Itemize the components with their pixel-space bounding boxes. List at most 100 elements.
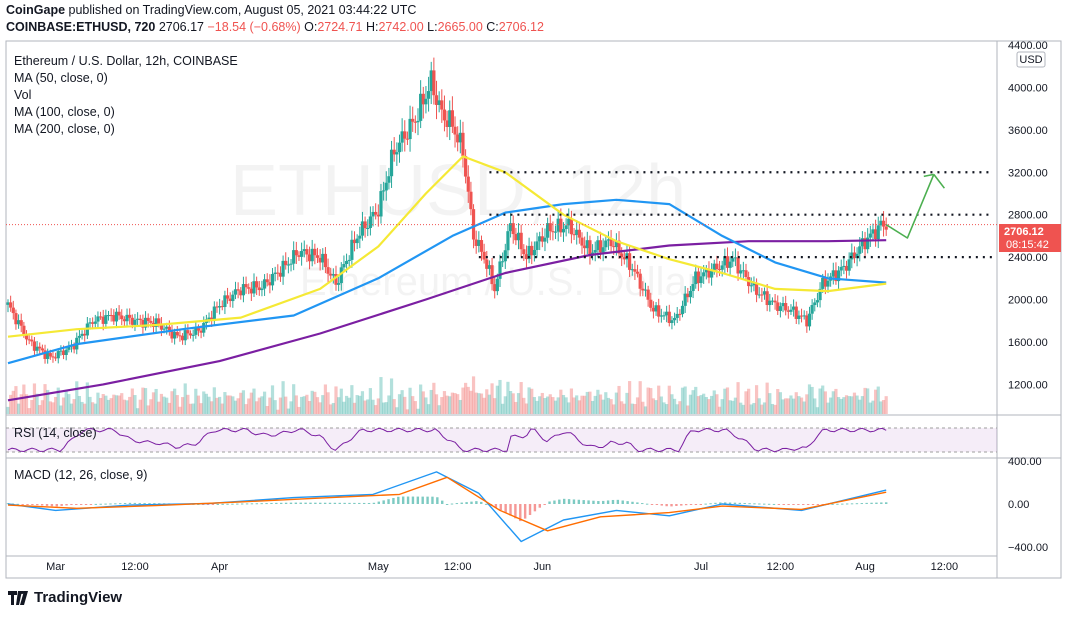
- candle-body: [612, 246, 616, 248]
- macd-histogram-bar: [475, 501, 478, 504]
- ohlc-low: 2665.00: [437, 20, 483, 34]
- volume-bar: [138, 399, 142, 414]
- volume-bar: [556, 397, 560, 414]
- candle-body: [265, 279, 269, 283]
- time-axis-ticks[interactable]: Mar 12:00 Apr May 12:00 Jun Jul 12:00 Aug 12:00: [46, 561, 958, 573]
- volume-bar: [395, 407, 399, 414]
- candle-body: [672, 317, 677, 321]
- candle-body: [51, 356, 55, 358]
- candle-body: [292, 250, 296, 264]
- macd-histogram-bar: [153, 503, 156, 505]
- macd-histogram-bar: [460, 502, 463, 504]
- macd-histogram-bar: [416, 496, 420, 504]
- volume-bar: [149, 399, 153, 414]
- candle-body: [305, 249, 309, 255]
- volume-bar: [450, 392, 454, 414]
- candle-body: [699, 276, 703, 284]
- volume-bar: [487, 394, 492, 414]
- rsi-label[interactable]: RSI (14, close): [14, 426, 97, 440]
- volume-bar: [683, 386, 687, 414]
- candle-body: [646, 289, 650, 300]
- macd-histogram-bar: [870, 502, 873, 504]
- volume-bar: [662, 402, 666, 414]
- legend-ma100[interactable]: MA (100, close, 0): [14, 105, 115, 119]
- volume-bar: [19, 394, 23, 414]
- volume-bar: [625, 392, 629, 414]
- candle-body: [842, 265, 846, 267]
- volume-bar: [294, 395, 298, 414]
- volume-bar: [850, 396, 854, 414]
- volume-bar: [411, 396, 415, 414]
- candle-body: [125, 314, 129, 322]
- volume-bar: [173, 388, 177, 414]
- macd-histogram-bar: [411, 496, 415, 504]
- volume-bar: [871, 400, 875, 414]
- candle-body: [850, 252, 854, 260]
- macd-histogram-bar: [358, 502, 361, 504]
- candle-body: [776, 302, 780, 311]
- candle-body: [717, 269, 722, 271]
- macd-histogram-bar: [816, 504, 820, 505]
- volume-bar: [575, 395, 579, 414]
- candle-body: [641, 288, 645, 291]
- volume-bar: [27, 408, 31, 414]
- publisher-name[interactable]: CoinGape: [6, 3, 66, 17]
- legend-volume[interactable]: Vol: [14, 88, 31, 102]
- candle-body: [540, 236, 544, 242]
- volume-bar: [768, 393, 772, 414]
- legend-ma200[interactable]: MA (200, close, 0): [14, 122, 115, 136]
- candle-body: [371, 211, 375, 217]
- volume-bar: [540, 392, 544, 414]
- candle-body: [707, 269, 711, 278]
- volume-bar: [657, 385, 661, 414]
- candle-body: [657, 305, 661, 317]
- macd-histogram-bar: [260, 503, 263, 505]
- candle-body: [352, 239, 357, 244]
- volume-bar: [590, 400, 595, 414]
- footer-brand[interactable]: TradingView: [8, 589, 122, 606]
- volume-bar: [844, 395, 849, 414]
- volume-bar: [344, 395, 349, 414]
- candle-body: [628, 253, 632, 270]
- volume-bar: [342, 401, 346, 414]
- volume-bar: [347, 397, 351, 414]
- volume-bar: [350, 385, 354, 414]
- macd-histogram-bar: [562, 498, 566, 504]
- volume-bar: [429, 389, 433, 414]
- currency-badge[interactable]: [1016, 51, 1046, 68]
- macd-histogram-bar: [587, 500, 590, 504]
- projection-path: [885, 174, 935, 239]
- legend-ma50[interactable]: MA (50, close, 0): [14, 71, 108, 85]
- volume-bar: [194, 388, 198, 414]
- macd-histogram-bar: [133, 502, 137, 504]
- macd-histogram-bar: [26, 504, 29, 505]
- volume-bar: [225, 395, 230, 414]
- candle-body: [614, 240, 618, 248]
- volume-bar: [747, 388, 751, 414]
- candle-body: [22, 325, 26, 336]
- candle-body: [575, 229, 579, 235]
- price-axis-ticks[interactable]: 4400.00 4000.00 3600.00 3200.00 2800.00 2400.…: [1008, 40, 1048, 391]
- volume-bar: [855, 395, 859, 414]
- macd-histogram-bar: [831, 503, 834, 505]
- macd-histogram-bar: [406, 496, 410, 504]
- candle-body: [522, 249, 526, 255]
- candle-body: [757, 294, 761, 296]
- volume-bar: [270, 385, 275, 414]
- volume-bar: [125, 400, 129, 414]
- macd-label[interactable]: MACD (12, 26, close, 9): [14, 468, 147, 482]
- volume-bar: [469, 390, 473, 414]
- macd-histogram-bar: [621, 500, 624, 504]
- volume-bar: [874, 389, 878, 414]
- macd-histogram-bar: [362, 502, 366, 504]
- volume-bar: [752, 402, 756, 414]
- publisher-line: CoinGape published on TradingView.com, A…: [6, 2, 544, 19]
- volume-bar: [24, 394, 29, 414]
- volume-bar: [249, 392, 253, 414]
- macd-histogram-bar: [16, 503, 19, 505]
- macd-histogram-bar: [543, 504, 546, 505]
- volume-bar: [622, 403, 626, 414]
- volume-bar: [704, 396, 708, 414]
- macd-histogram-bar: [221, 503, 224, 505]
